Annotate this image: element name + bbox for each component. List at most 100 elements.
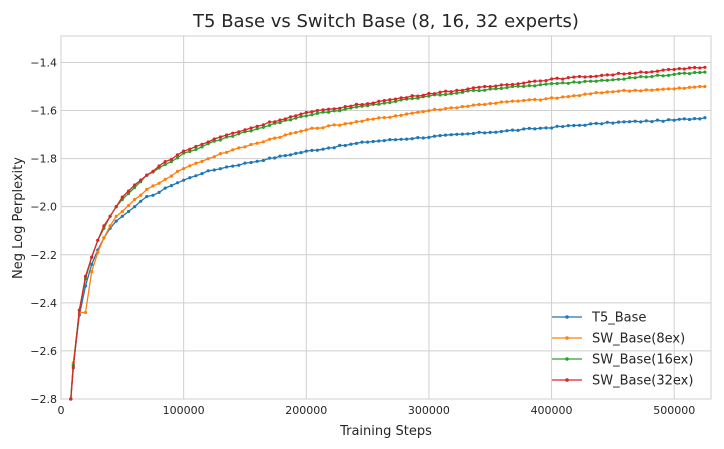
data-point: [225, 133, 229, 137]
data-point: [139, 178, 143, 182]
data-point: [577, 80, 582, 85]
x-tick-label: 100000: [163, 404, 205, 417]
data-point: [182, 167, 186, 171]
data-point: [225, 150, 229, 154]
data-point: [572, 94, 576, 98]
data-point: [108, 224, 112, 228]
series-SW_Base(32ex): [69, 65, 707, 401]
data-point: [416, 110, 420, 114]
data-point: [561, 125, 565, 129]
data-point: [693, 85, 697, 89]
data-point: [169, 174, 173, 178]
data-point: [589, 79, 593, 83]
data-point: [283, 117, 287, 121]
data-point: [393, 97, 398, 101]
data-point: [655, 69, 660, 73]
data-point: [550, 126, 554, 130]
data-point: [483, 102, 487, 107]
y-tick-label: −2.0: [30, 201, 57, 214]
data-point: [96, 238, 100, 242]
data-point: [661, 68, 665, 72]
data-point: [544, 97, 548, 101]
data-point: [399, 96, 403, 100]
data-point: [471, 131, 476, 136]
data-point: [577, 74, 582, 79]
data-point: [550, 77, 554, 81]
data-point: [114, 219, 118, 223]
data-point: [194, 147, 198, 152]
grid: [60, 36, 711, 400]
data-point: [157, 181, 161, 185]
data-point: [163, 177, 167, 181]
data-point: [488, 101, 492, 106]
data-point: [677, 86, 681, 90]
data-point: [449, 106, 453, 110]
data-point: [102, 236, 106, 240]
data-point: [405, 137, 409, 141]
data-point: [175, 156, 180, 160]
data-point: [169, 160, 173, 164]
data-point: [522, 84, 526, 88]
data-point: [538, 83, 543, 87]
data-point: [460, 105, 464, 109]
data-point: [267, 137, 272, 141]
data-point: [655, 118, 660, 122]
data-point: [169, 157, 173, 161]
data-point: [133, 183, 137, 187]
data-point: [200, 159, 204, 163]
legend-label: SW_Base(16ex): [592, 353, 693, 368]
data-point: [366, 140, 370, 144]
data-point: [644, 119, 648, 123]
data-point: [338, 106, 342, 110]
data-point: [622, 77, 626, 81]
y-tick-label: −1.6: [30, 105, 57, 118]
data-point: [672, 87, 676, 91]
data-point: [703, 65, 707, 69]
data-point: [200, 145, 204, 149]
data-point: [175, 153, 180, 157]
data-point: [278, 118, 282, 122]
data-point: [605, 120, 609, 124]
data-point: [343, 143, 347, 148]
data-point: [661, 87, 665, 91]
data-point: [687, 85, 692, 89]
y-tick-label: −2.6: [30, 345, 57, 358]
data-point: [304, 128, 308, 132]
data-point: [483, 88, 487, 92]
y-tick-label: −1.8: [30, 153, 57, 166]
data-point: [561, 95, 565, 99]
data-point: [589, 92, 593, 96]
data-point: [410, 96, 414, 101]
data-point: [527, 98, 531, 102]
data-point: [703, 116, 707, 120]
data-point: [212, 137, 216, 141]
data-point: [639, 120, 643, 124]
data-point: [650, 120, 654, 124]
data-point: [366, 102, 370, 106]
y-tick-label: −1.4: [30, 56, 57, 69]
data-point: [243, 161, 247, 165]
data-point: [315, 111, 319, 115]
data-point: [255, 127, 259, 131]
data-point: [120, 214, 124, 218]
data-point: [577, 123, 582, 127]
x-tick-label: 0: [58, 404, 65, 417]
data-point: [371, 101, 375, 105]
data-point: [188, 147, 192, 151]
data-point: [255, 141, 259, 145]
data-point: [151, 169, 155, 173]
data-point: [294, 151, 298, 155]
data-point: [175, 181, 180, 185]
series: [69, 65, 707, 401]
data-point: [538, 79, 543, 83]
data-point: [661, 74, 665, 78]
data-point: [108, 214, 112, 218]
data-point: [338, 143, 342, 147]
data-point: [438, 90, 442, 94]
data-point: [188, 176, 192, 180]
data-point: [83, 274, 88, 278]
data-point: [405, 96, 409, 100]
data-point: [455, 88, 459, 92]
data-point: [90, 270, 94, 274]
data-point: [321, 110, 325, 114]
